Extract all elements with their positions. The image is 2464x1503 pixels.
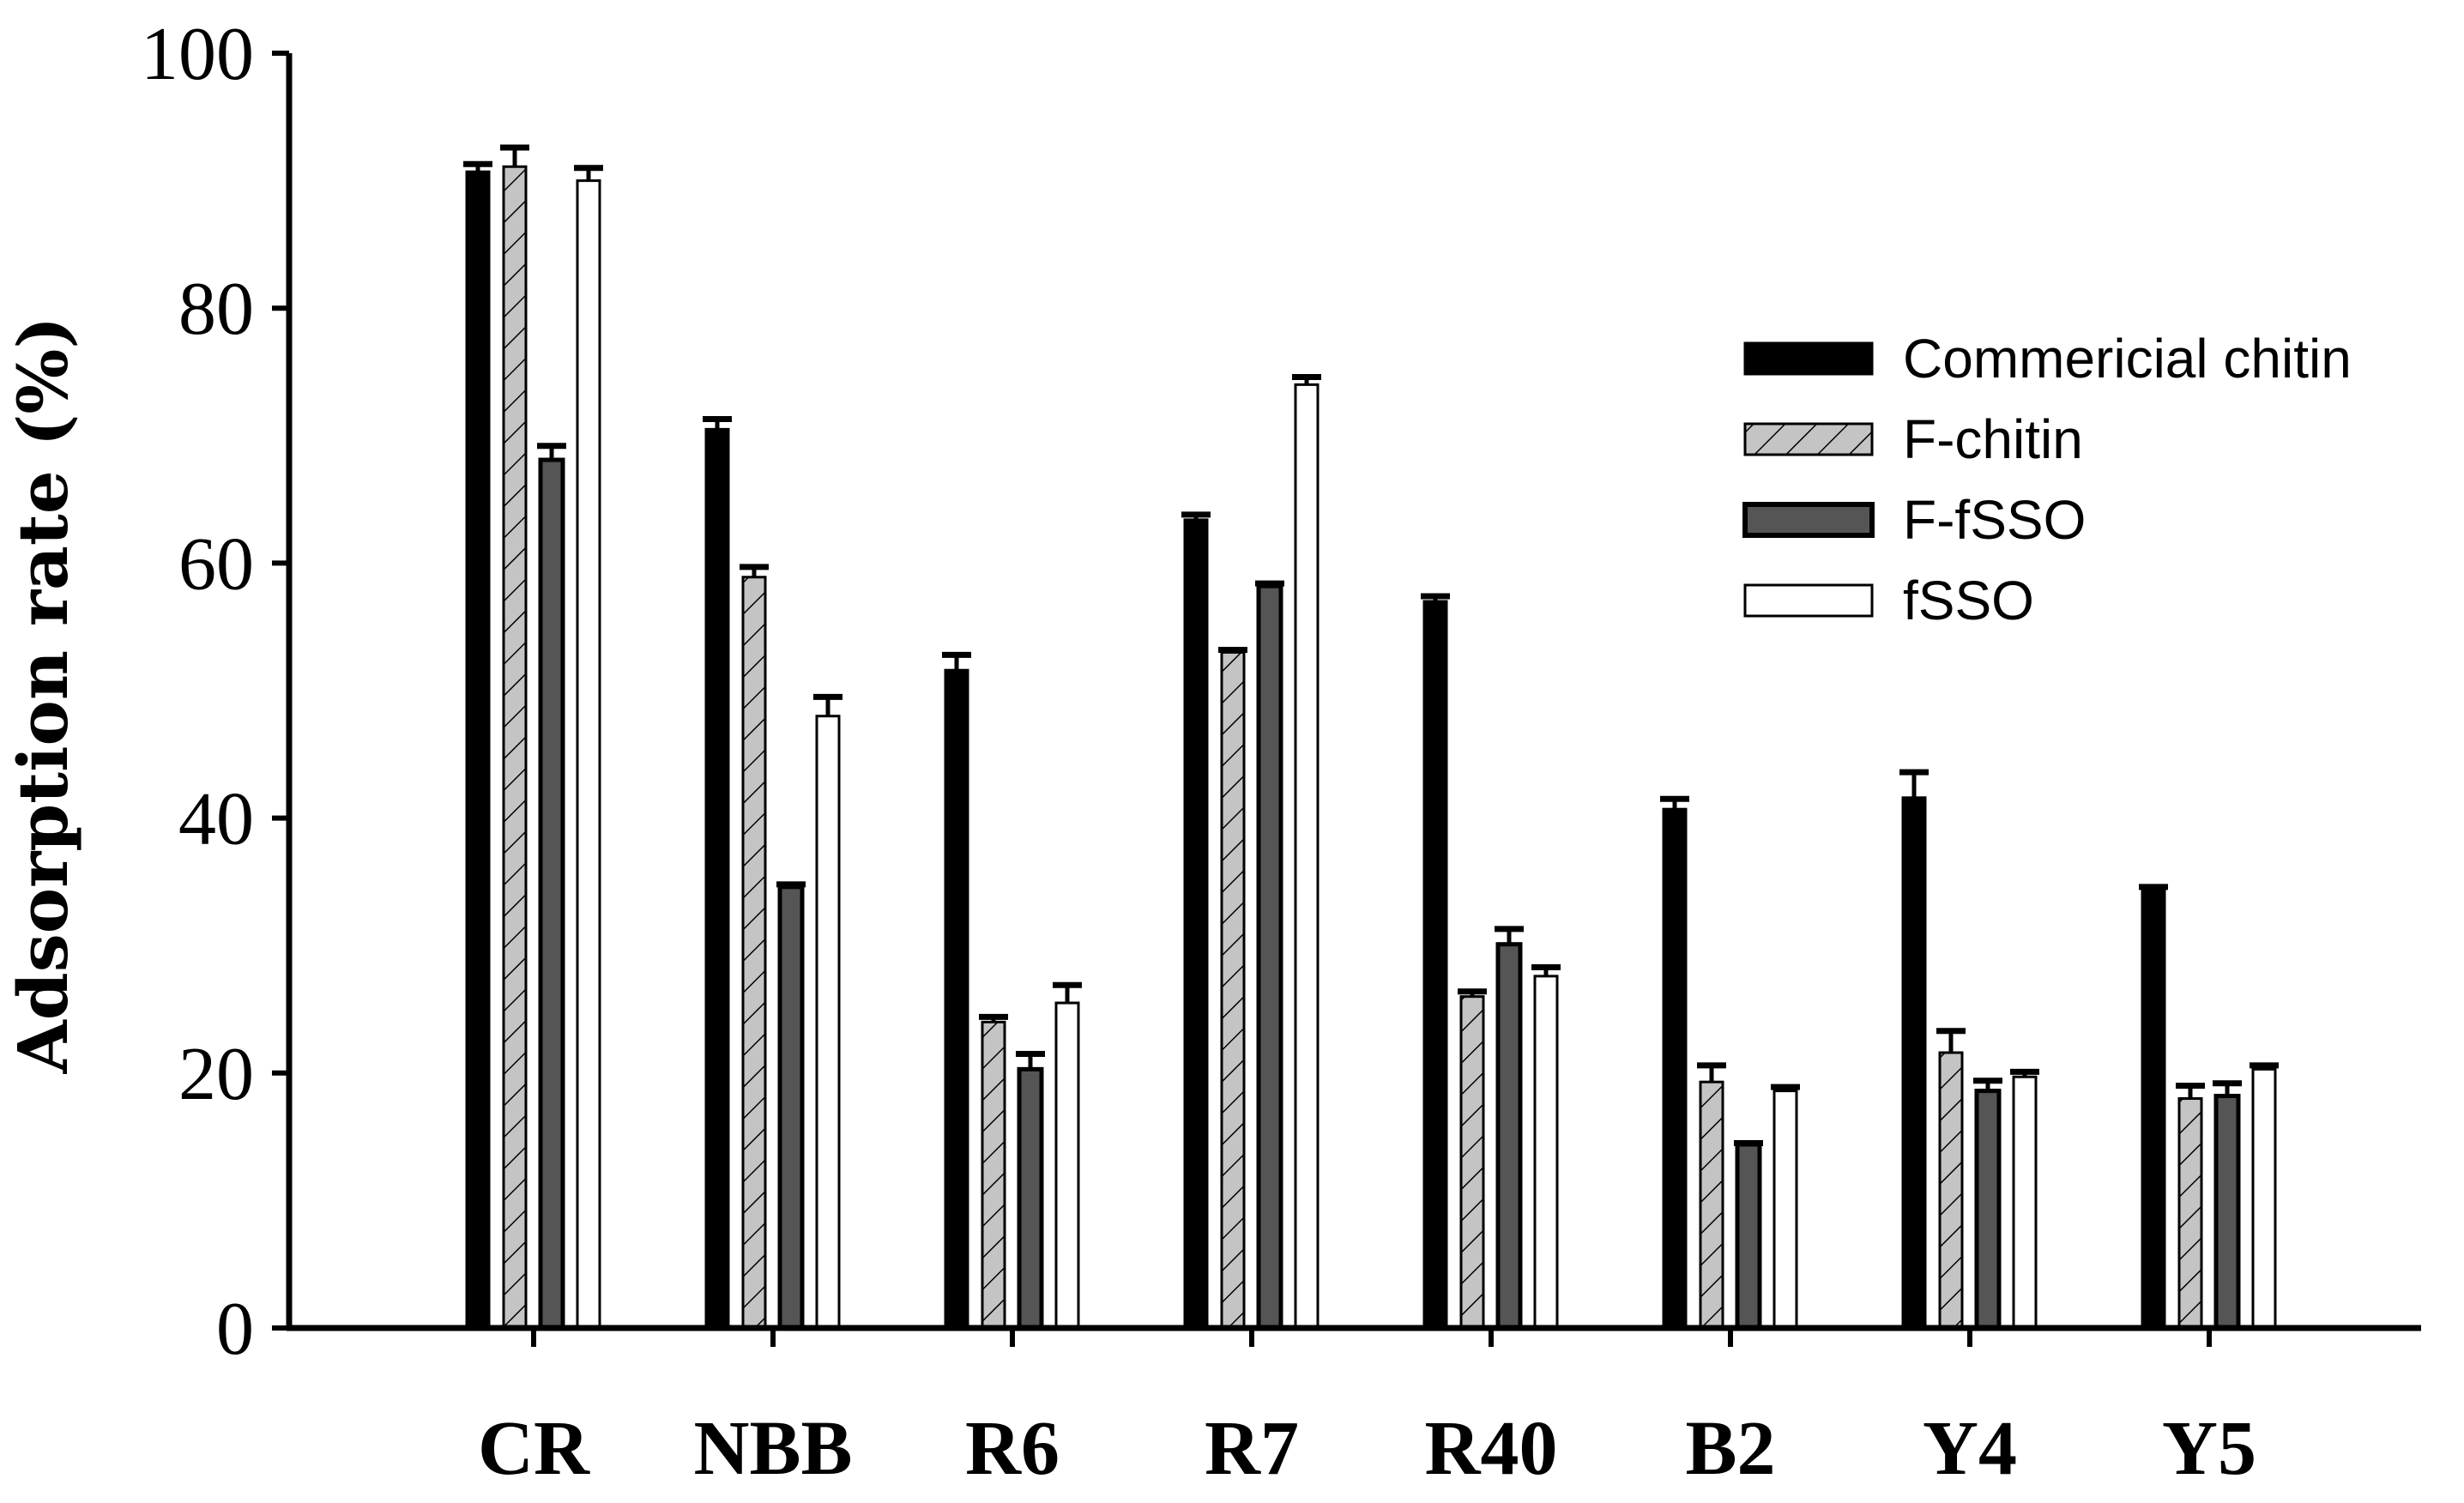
bar-commericial-chitin-b2: [1662, 807, 1688, 1330]
x-category-label: Y5: [2162, 1406, 2256, 1491]
legend-swatch: [1743, 583, 1874, 618]
y-tick-label: 80: [178, 268, 254, 351]
legend-swatch: [1743, 422, 1874, 456]
y-tick-label: 0: [216, 1288, 254, 1371]
bar-f-chitin-r40: [1459, 995, 1485, 1330]
bar-fsso-b2: [1773, 1090, 1798, 1330]
x-category-label: B2: [1685, 1406, 1775, 1491]
x-category-label: Y4: [1923, 1406, 2017, 1491]
legend-label: Commericial chitin: [1903, 328, 2352, 389]
y-tick-label: 100: [141, 13, 254, 96]
bar-fsso-r40: [1533, 975, 1559, 1330]
bar-fsso-cr: [576, 179, 601, 1330]
y-axis-title: Adsorption rate (%): [3, 317, 83, 1075]
bar-fsso-y5: [2251, 1067, 2277, 1330]
bar-f-fsso-nbb: [777, 884, 805, 1331]
bar-f-fsso-b2: [1735, 1142, 1762, 1331]
bar-f-fsso-cr: [538, 457, 565, 1331]
x-category-label: R7: [1205, 1406, 1299, 1491]
bar-commericial-chitin-r40: [1422, 600, 1448, 1330]
bar-f-fsso-r7: [1256, 583, 1283, 1331]
bar-fsso-r6: [1054, 1001, 1080, 1330]
bar-f-chitin-b2: [1699, 1080, 1724, 1330]
legend-label: fSSO: [1903, 570, 2034, 631]
bar-f-fsso-y4: [1974, 1089, 2002, 1331]
bar-series-group: [465, 165, 2277, 1331]
error-bars-group: [463, 144, 2279, 1147]
bar-f-fsso-r40: [1495, 942, 1523, 1331]
bar-commericial-chitin-r6: [944, 668, 969, 1330]
bar-fsso-r7: [1294, 383, 1320, 1330]
x-category-label: NBB: [693, 1406, 852, 1491]
bar-commericial-chitin-cr: [465, 170, 491, 1330]
y-tick-label: 40: [178, 778, 254, 861]
legend-swatch: [1743, 341, 1874, 376]
x-axis-category-labels: CR NBB R6 R7 R40 B2 Y4 Y5: [478, 1328, 2256, 1491]
legend: Commericial chitin F-chitin F-fSSO fSSO: [1742, 328, 2352, 631]
x-category-label: R40: [1425, 1406, 1558, 1491]
bar-fsso-nbb: [815, 715, 841, 1330]
legend-label: F-fSSO: [1903, 489, 2086, 551]
y-tick-label: 60: [178, 522, 254, 606]
legend-label: F-chitin: [1903, 408, 2083, 470]
bar-f-chitin-r7: [1220, 650, 1246, 1330]
bar-f-fsso-r6: [1017, 1066, 1044, 1331]
bar-f-chitin-y4: [1938, 1051, 1964, 1330]
bar-f-chitin-cr: [502, 165, 528, 1330]
bar-commericial-chitin-y4: [1901, 796, 1927, 1330]
bar-commericial-chitin-nbb: [704, 427, 730, 1330]
bar-f-chitin-y5: [2177, 1097, 2203, 1330]
x-category-label: R6: [965, 1406, 1060, 1491]
bar-fsso-y4: [2012, 1075, 2038, 1330]
bar-commericial-chitin-y5: [2141, 889, 2166, 1330]
y-tick-label: 20: [178, 1033, 254, 1116]
x-category-label: CR: [478, 1406, 590, 1491]
legend-swatch: [1742, 502, 1875, 538]
bar-f-chitin-nbb: [741, 576, 767, 1330]
y-axis-ticks: 0 20 40 60 80 100: [141, 13, 289, 1371]
bar-f-fsso-y5: [2213, 1094, 2241, 1331]
bar-commericial-chitin-r7: [1183, 518, 1209, 1330]
bar-f-chitin-r6: [981, 1020, 1006, 1330]
